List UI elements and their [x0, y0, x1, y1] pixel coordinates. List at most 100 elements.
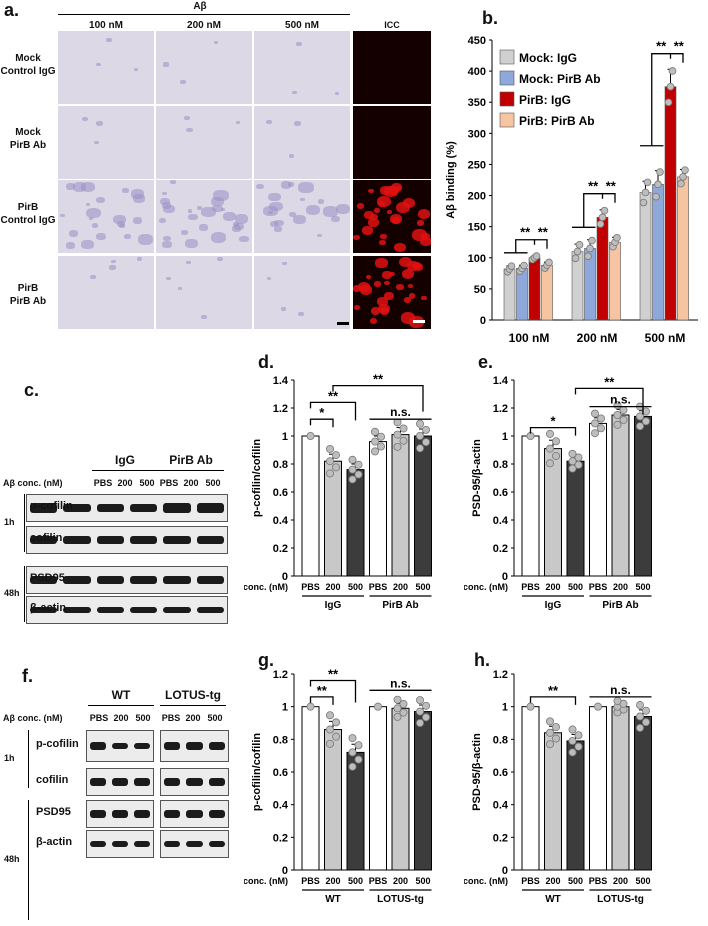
- data-point: [575, 241, 584, 249]
- data-point: [421, 701, 430, 710]
- legend-label: Mock: PirB Ab: [519, 72, 601, 86]
- significance-bracket: [583, 193, 604, 228]
- protein-label-3: β-actin: [30, 602, 67, 614]
- stained-cell: [82, 116, 89, 121]
- stained-cell: [265, 120, 272, 125]
- data-point: [326, 444, 335, 453]
- x-tick-label: 500 nM: [645, 331, 686, 345]
- data-point: [568, 449, 577, 458]
- significance-label: **: [606, 179, 617, 194]
- x-tick-label: PBS: [589, 876, 608, 886]
- data-point: [415, 707, 424, 716]
- blot-pcofilin-1: [160, 730, 229, 762]
- stained-cell: [188, 214, 198, 221]
- data-point: [354, 470, 363, 479]
- bar: [566, 460, 585, 577]
- stained-cell: [106, 38, 112, 43]
- stained-cell: [293, 214, 307, 224]
- lane-label: 500: [207, 713, 223, 723]
- icc-image-r1: [353, 31, 431, 104]
- bar: [503, 268, 516, 321]
- micrograph-r4-c1: [58, 256, 154, 329]
- x-tick-label: 200: [393, 582, 408, 592]
- stained-cell: [65, 183, 76, 190]
- data-point: [677, 179, 685, 188]
- blot-pcofilin-0: [86, 730, 154, 762]
- group-header-line-0: [88, 705, 154, 706]
- data-point: [348, 762, 357, 771]
- icc-signal: [398, 256, 413, 268]
- data-point: [399, 424, 408, 433]
- stained-cell: [91, 223, 99, 228]
- icc-signal: [384, 291, 394, 300]
- col-header-500nm: 500 nM: [285, 20, 319, 31]
- lane-label: 200: [117, 478, 133, 488]
- y-tick-label: 1: [502, 431, 508, 443]
- data-point: [306, 702, 315, 711]
- x-axis-label: Aβ conc. (nM): [464, 876, 508, 886]
- protein-band: [112, 778, 128, 786]
- significance-bracket: [309, 401, 357, 421]
- stained-cell: [113, 214, 127, 224]
- data-point: [654, 180, 662, 189]
- icc-signal: [370, 306, 381, 315]
- stained-cell: [185, 238, 198, 248]
- icc-image-r4: [353, 256, 431, 329]
- significance-label: n.s.: [390, 405, 411, 419]
- bar: [301, 706, 320, 871]
- time-label-1: 48h: [4, 854, 20, 864]
- micrograph-r3-c1: [58, 180, 154, 253]
- y-axis-label: p-cofilin/cofilin: [251, 733, 263, 811]
- scale-bar: [413, 320, 425, 323]
- group-header-line-1: [160, 705, 226, 706]
- data-point: [348, 734, 357, 743]
- protein-band: [208, 840, 225, 848]
- panel-g-label: g.: [258, 650, 274, 670]
- significance-label: **: [328, 667, 339, 682]
- blot-cofilin-0: [26, 526, 228, 554]
- x-tick-label: 200: [545, 876, 560, 886]
- data-point: [613, 696, 622, 705]
- data-point: [596, 220, 605, 228]
- y-tick-label: 1.2: [493, 669, 508, 681]
- protein-band: [208, 778, 225, 786]
- icc-signal: [365, 275, 371, 280]
- lane-label: 500: [139, 478, 155, 488]
- micrograph-r1-c2: [156, 31, 252, 104]
- legend-label: Mock: IgG: [519, 51, 577, 65]
- scale-bar: [337, 322, 349, 325]
- bar: [677, 176, 689, 321]
- data-point: [574, 731, 583, 740]
- micrograph-r4-c3: [254, 256, 350, 329]
- lane-label: 200: [183, 478, 199, 488]
- bar: [301, 435, 320, 577]
- data-point: [399, 436, 408, 445]
- data-point: [641, 706, 650, 715]
- protein-band: [186, 810, 203, 818]
- data-point: [568, 736, 577, 745]
- stained-cell: [198, 224, 208, 231]
- lane-label: 500: [135, 713, 151, 723]
- icc-signal: [362, 226, 374, 235]
- protein-band: [63, 576, 91, 584]
- icc-signal: [377, 296, 389, 306]
- stained-cell: [234, 214, 249, 224]
- x-tick-label: 200: [613, 876, 628, 886]
- bar: [369, 706, 387, 871]
- stained-cell: [323, 205, 339, 217]
- stained-cell: [223, 211, 237, 221]
- stained-cell: [133, 217, 143, 224]
- stained-cell: [298, 182, 314, 194]
- stained-cell: [110, 259, 116, 264]
- legend-swatch: [499, 112, 515, 128]
- stained-cell: [162, 235, 171, 242]
- y-tick-label: 0.6: [493, 487, 508, 499]
- bar: [634, 715, 652, 871]
- lane-label: PBS: [93, 478, 113, 488]
- row-label-mock-pirb: Mock PirB Ab: [9, 127, 47, 151]
- y-tick-label: 1: [502, 702, 508, 714]
- stained-cell: [85, 207, 102, 219]
- y-tick-label: 0.4: [273, 800, 289, 812]
- icc-signal: [369, 213, 379, 221]
- bar: [639, 192, 652, 321]
